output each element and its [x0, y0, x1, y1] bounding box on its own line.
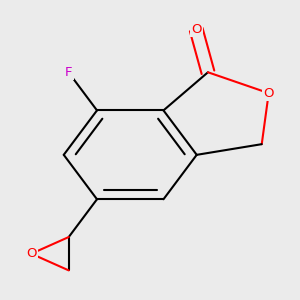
Text: F: F — [65, 66, 73, 79]
Text: O: O — [191, 23, 202, 36]
Text: O: O — [263, 87, 274, 100]
Text: O: O — [26, 247, 37, 260]
